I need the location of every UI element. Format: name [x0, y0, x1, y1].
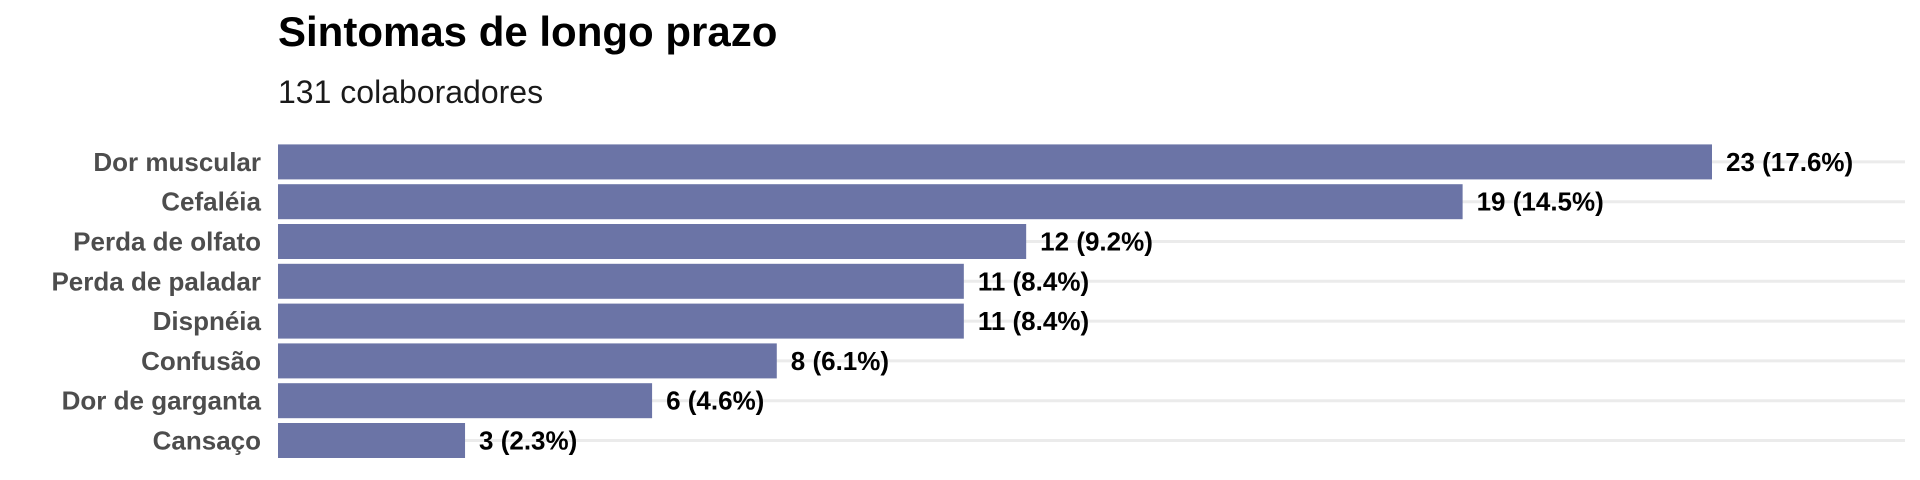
value-label: 19 (14.5%) [1477, 187, 1604, 217]
bar [278, 343, 777, 379]
value-label: 23 (17.6%) [1726, 147, 1853, 177]
category-label: Dor de garganta [62, 386, 262, 416]
bar [278, 263, 964, 299]
value-label: 12 (9.2%) [1040, 227, 1153, 257]
category-label: Cefaléia [161, 187, 261, 217]
category-label: Dor muscular [93, 147, 261, 177]
bar [278, 303, 964, 339]
bar [278, 184, 1463, 220]
value-label: 6 (4.6%) [666, 386, 764, 416]
value-label: 8 (6.1%) [791, 346, 889, 376]
bar [278, 423, 466, 458]
category-label: Confusão [141, 346, 261, 376]
value-label: 3 (2.3%) [479, 426, 577, 456]
category-label: Perda de paladar [51, 266, 261, 296]
value-label: 11 (8.4%) [978, 266, 1089, 296]
bar [278, 383, 653, 419]
bar [278, 224, 1027, 259]
category-label: Cansaço [153, 426, 261, 456]
category-label: Dispnéia [153, 306, 262, 336]
category-label: Perda de olfato [73, 227, 261, 257]
bar [278, 144, 1712, 180]
chart-subtitle: 131 colaboradores [278, 74, 544, 110]
chart-title: Sintomas de longo prazo [278, 8, 778, 55]
value-label: 11 (8.4%) [978, 306, 1089, 336]
